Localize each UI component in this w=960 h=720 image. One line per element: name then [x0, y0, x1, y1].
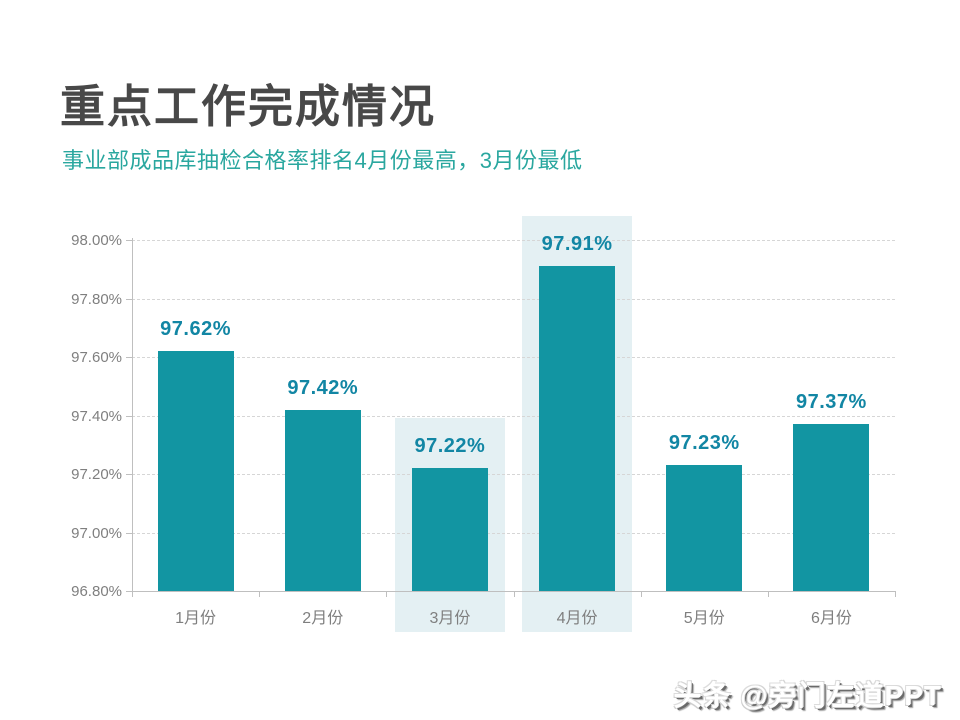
y-axis-tick — [126, 415, 132, 417]
y-axis-label: 97.20% — [71, 466, 122, 483]
bar-value-label: 97.23% — [668, 432, 740, 455]
y-axis-line — [132, 238, 133, 597]
page-title: 重点工作完成情况 — [60, 81, 437, 132]
bar-3月份 — [411, 468, 488, 591]
gridline — [132, 532, 895, 534]
bar-4月份 — [539, 266, 616, 591]
bar-6月份 — [793, 424, 870, 591]
gridline — [132, 240, 895, 241]
y-axis-label: 97.80% — [71, 290, 122, 308]
y-axis-tick — [126, 474, 132, 475]
bar-value-label: 97.22% — [414, 435, 486, 458]
gridline — [132, 415, 895, 417]
y-axis-tick — [126, 357, 132, 358]
y-axis-label: 97.40% — [71, 407, 122, 425]
x-axis-tick — [259, 591, 261, 597]
bar-1月份 — [157, 351, 234, 591]
x-axis-category-label: 3月份 — [429, 610, 471, 627]
bar-value-label: 97.42% — [287, 376, 359, 399]
x-axis-category-label: 1月份 — [175, 610, 217, 627]
x-axis-category-label: 6月份 — [810, 610, 852, 627]
x-axis-category-label: 4月份 — [556, 610, 598, 627]
x-axis-tick — [513, 591, 515, 597]
y-axis-tick — [126, 591, 132, 592]
gridline — [132, 357, 895, 358]
x-axis-tick — [132, 591, 133, 597]
y-axis-tick — [126, 532, 132, 534]
x-axis-tick — [767, 591, 769, 597]
y-axis-label: 97.60% — [71, 349, 122, 366]
y-axis-label: 98.00% — [71, 232, 122, 249]
y-axis-label: 96.80% — [71, 583, 122, 600]
y-axis-label: 97.00% — [71, 524, 122, 542]
x-axis-tick — [640, 591, 642, 597]
x-axis-tick — [386, 591, 388, 597]
bar-value-label: 97.62% — [160, 318, 231, 341]
gridline — [132, 298, 895, 300]
x-axis-category-label: 2月份 — [302, 610, 344, 627]
bar-2月份 — [284, 409, 361, 591]
bar-5月份 — [666, 465, 743, 591]
gridline — [132, 474, 895, 475]
watermark: 头条 @旁门左道PPT — [673, 680, 942, 711]
page-subtitle: 事业部成品库抽检合格率排名4月份最高，3月份最低 — [62, 148, 583, 173]
x-axis-tick — [895, 591, 896, 597]
bar-value-label: 97.91% — [541, 233, 613, 256]
x-axis-category-label: 5月份 — [683, 610, 725, 627]
y-axis-tick — [126, 240, 132, 241]
y-axis-tick — [126, 298, 132, 300]
bar-value-label: 97.37% — [795, 391, 867, 414]
